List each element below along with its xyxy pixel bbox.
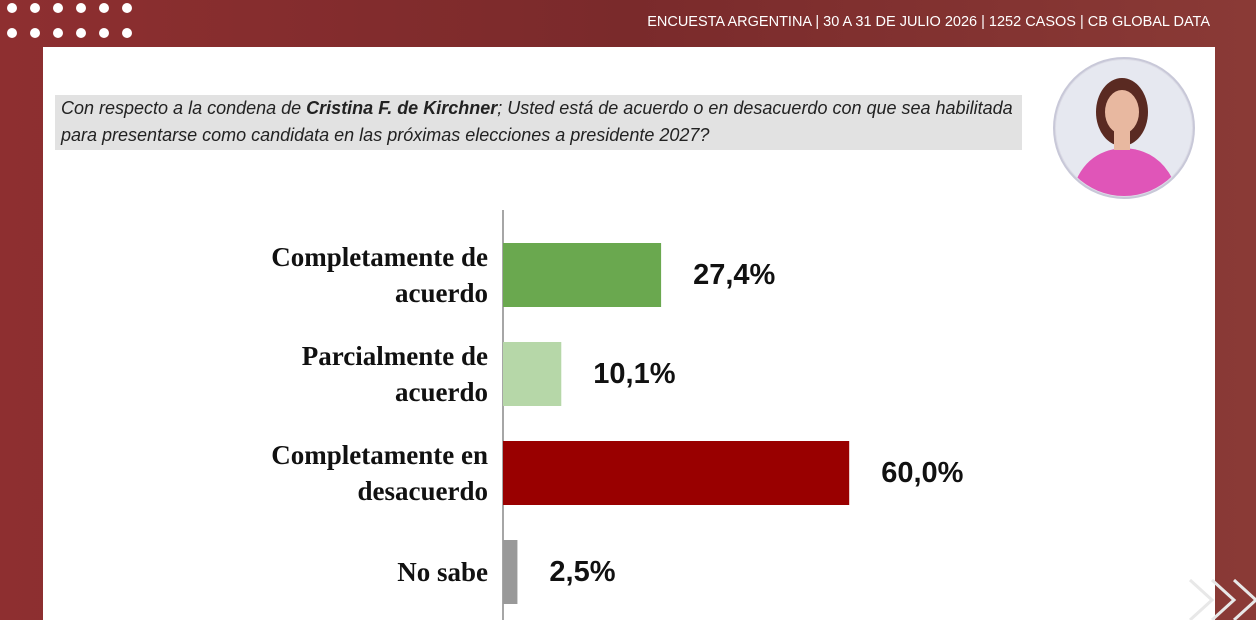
bar [503, 243, 662, 307]
dots [7, 3, 132, 38]
bar [503, 342, 562, 406]
question-bold: Cristina F. de Kirchner [306, 98, 498, 118]
question-text: ; Usted está de acuerdo o en desacuerdo … [61, 98, 1013, 145]
value-label: 60,0% [881, 457, 964, 489]
question-text: Con respecto a la condena de [61, 98, 307, 118]
value-label: 2,5% [549, 556, 616, 588]
value-label: 10,1% [593, 358, 676, 390]
question: Con respecto a la condena de Cristina F.… [55, 95, 1022, 150]
category-label: Completamente de acuerdo [271, 242, 488, 308]
category-label: No sabe [397, 557, 488, 587]
category-label: Completamente en desacuerdo [271, 440, 488, 506]
header: ENCUESTA ARGENTINA | 30 A 31 DE JULIO 20… [647, 14, 1210, 30]
category-label: Parcialmente de acuerdo [301, 341, 488, 407]
chevrons [1188, 578, 1256, 620]
bar [503, 540, 518, 604]
photo [1053, 57, 1195, 199]
value-label: 27,4% [693, 259, 776, 291]
bar [503, 441, 850, 505]
